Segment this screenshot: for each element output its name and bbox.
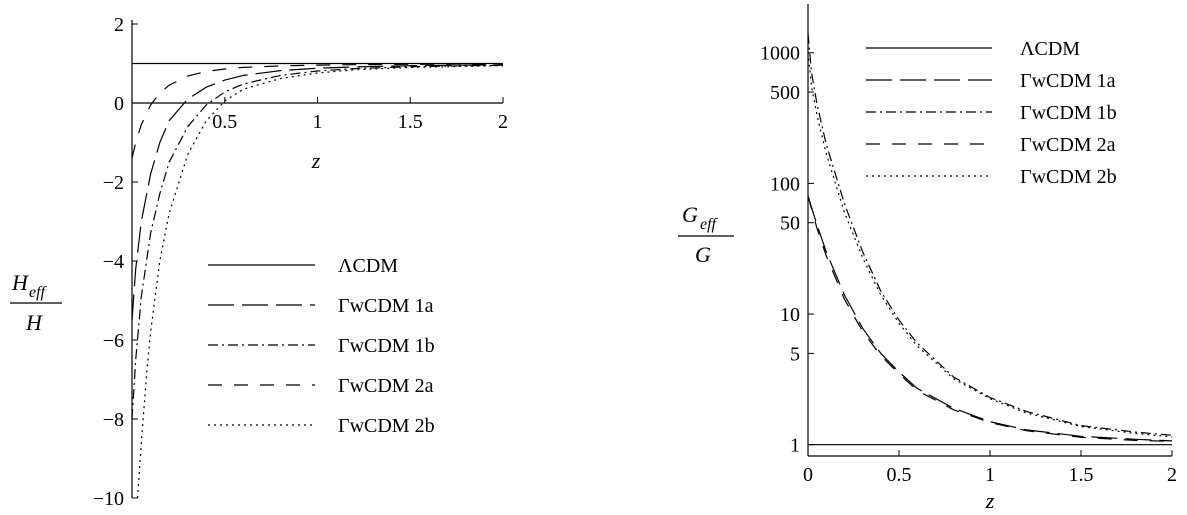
y-tick-label: −6 (103, 330, 124, 352)
y-tick-label: 100 (770, 173, 800, 195)
legend-label-lambda-cdm: ΛCDM (1020, 38, 1080, 60)
series-line-gamma-wcdm-2b (807, 52, 1173, 438)
legend-label-gamma-wcdm-2b: ΓwCDM 2b (1020, 166, 1117, 188)
y-label-subscript: eff (29, 284, 48, 301)
x-tick-label: 1.5 (1069, 464, 1094, 486)
y-axis-label: G eff G (678, 202, 734, 267)
legend-label-gamma-wcdm-1a: ΓwCDM 1a (338, 295, 434, 317)
y-tick-label: −2 (103, 172, 124, 194)
y-label-denominator: G (695, 242, 711, 267)
y-label-subscript: eff (700, 216, 719, 233)
legend-label-gamma-wcdm-2a: ΓwCDM 2a (1020, 134, 1116, 156)
curves-group (131, 62, 504, 499)
legend-label-gamma-wcdm-1b: ΓwCDM 1b (1020, 102, 1117, 124)
y-tick-label: 2 (114, 14, 124, 36)
x-axis-label: z (311, 148, 321, 173)
y-tick-label: 50 (780, 213, 800, 235)
legend-label-lambda-cdm: ΛCDM (338, 255, 398, 277)
x-axis-label: z (985, 488, 995, 513)
legend: ΛCDM ΓwCDM 1a ΓwCDM 1b ΓwCDM 2a ΓwCDM 2b (866, 38, 1117, 188)
y-tick-label: −4 (103, 251, 124, 273)
chart-g-eff: 0 0.5 1 1.5 2 1000 500 100 50 10 5 1 z G eff G ΛCDM… (678, 4, 1177, 513)
series-line-gamma-wcdm-1b (807, 33, 1173, 436)
y-axis-label: H eff H (10, 270, 62, 335)
series-line-gamma-wcdm-2a (131, 63, 504, 159)
x-tick-label: 2 (498, 111, 508, 133)
tick-group: 0 0.5 1 1.5 2 1000 500 100 50 10 5 1 (760, 43, 1177, 486)
series-line-gamma-wcdm-1a (131, 64, 504, 321)
x-tick-label: 0 (803, 464, 813, 486)
series-line-gamma-wcdm-1b (131, 64, 504, 420)
series-line-gamma-wcdm-2b (137, 65, 504, 499)
x-tick-label: 2 (1167, 464, 1177, 486)
y-tick-label: 500 (770, 82, 800, 104)
legend-label-gamma-wcdm-2b: ΓwCDM 2b (338, 415, 435, 437)
series-line-gamma-wcdm-1a (807, 195, 1173, 442)
legend: ΛCDM ΓwCDM 1a ΓwCDM 1b ΓwCDM 2a ΓwCDM 2b (208, 255, 435, 437)
y-tick-label: 0 (114, 93, 124, 115)
x-tick-label: 0.5 (887, 464, 912, 486)
tick-group: 0.5 1 1.5 2 2 0 −2 −4 −6 −8 −10 (93, 14, 508, 510)
curves-group (807, 33, 1173, 446)
y-tick-label: 1000 (760, 43, 800, 65)
x-tick-label: 0.5 (212, 111, 237, 133)
y-tick-label: 1 (790, 435, 800, 457)
y-label-numerator: G (682, 202, 698, 227)
x-tick-label: 1.5 (398, 111, 423, 133)
x-tick-label: 1 (313, 111, 323, 133)
y-tick-label: 5 (790, 343, 800, 365)
y-label-denominator: H (25, 310, 43, 335)
y-tick-label: −10 (93, 488, 124, 510)
chart-h-eff: 0.5 1 1.5 2 2 0 −2 −4 −6 −8 −10 z H eff H ΛCDM ΓwCD… (10, 14, 508, 510)
x-tick-label: 1 (985, 464, 995, 486)
y-tick-label: −8 (103, 409, 124, 431)
legend-label-gamma-wcdm-1a: ΓwCDM 1a (1020, 70, 1116, 92)
y-label-numerator: H (11, 270, 29, 295)
y-tick-label: 10 (780, 304, 800, 326)
legend-label-gamma-wcdm-1b: ΓwCDM 1b (338, 335, 435, 357)
legend-label-gamma-wcdm-2a: ΓwCDM 2a (338, 375, 434, 397)
series-line-gamma-wcdm-2a (807, 195, 1173, 442)
